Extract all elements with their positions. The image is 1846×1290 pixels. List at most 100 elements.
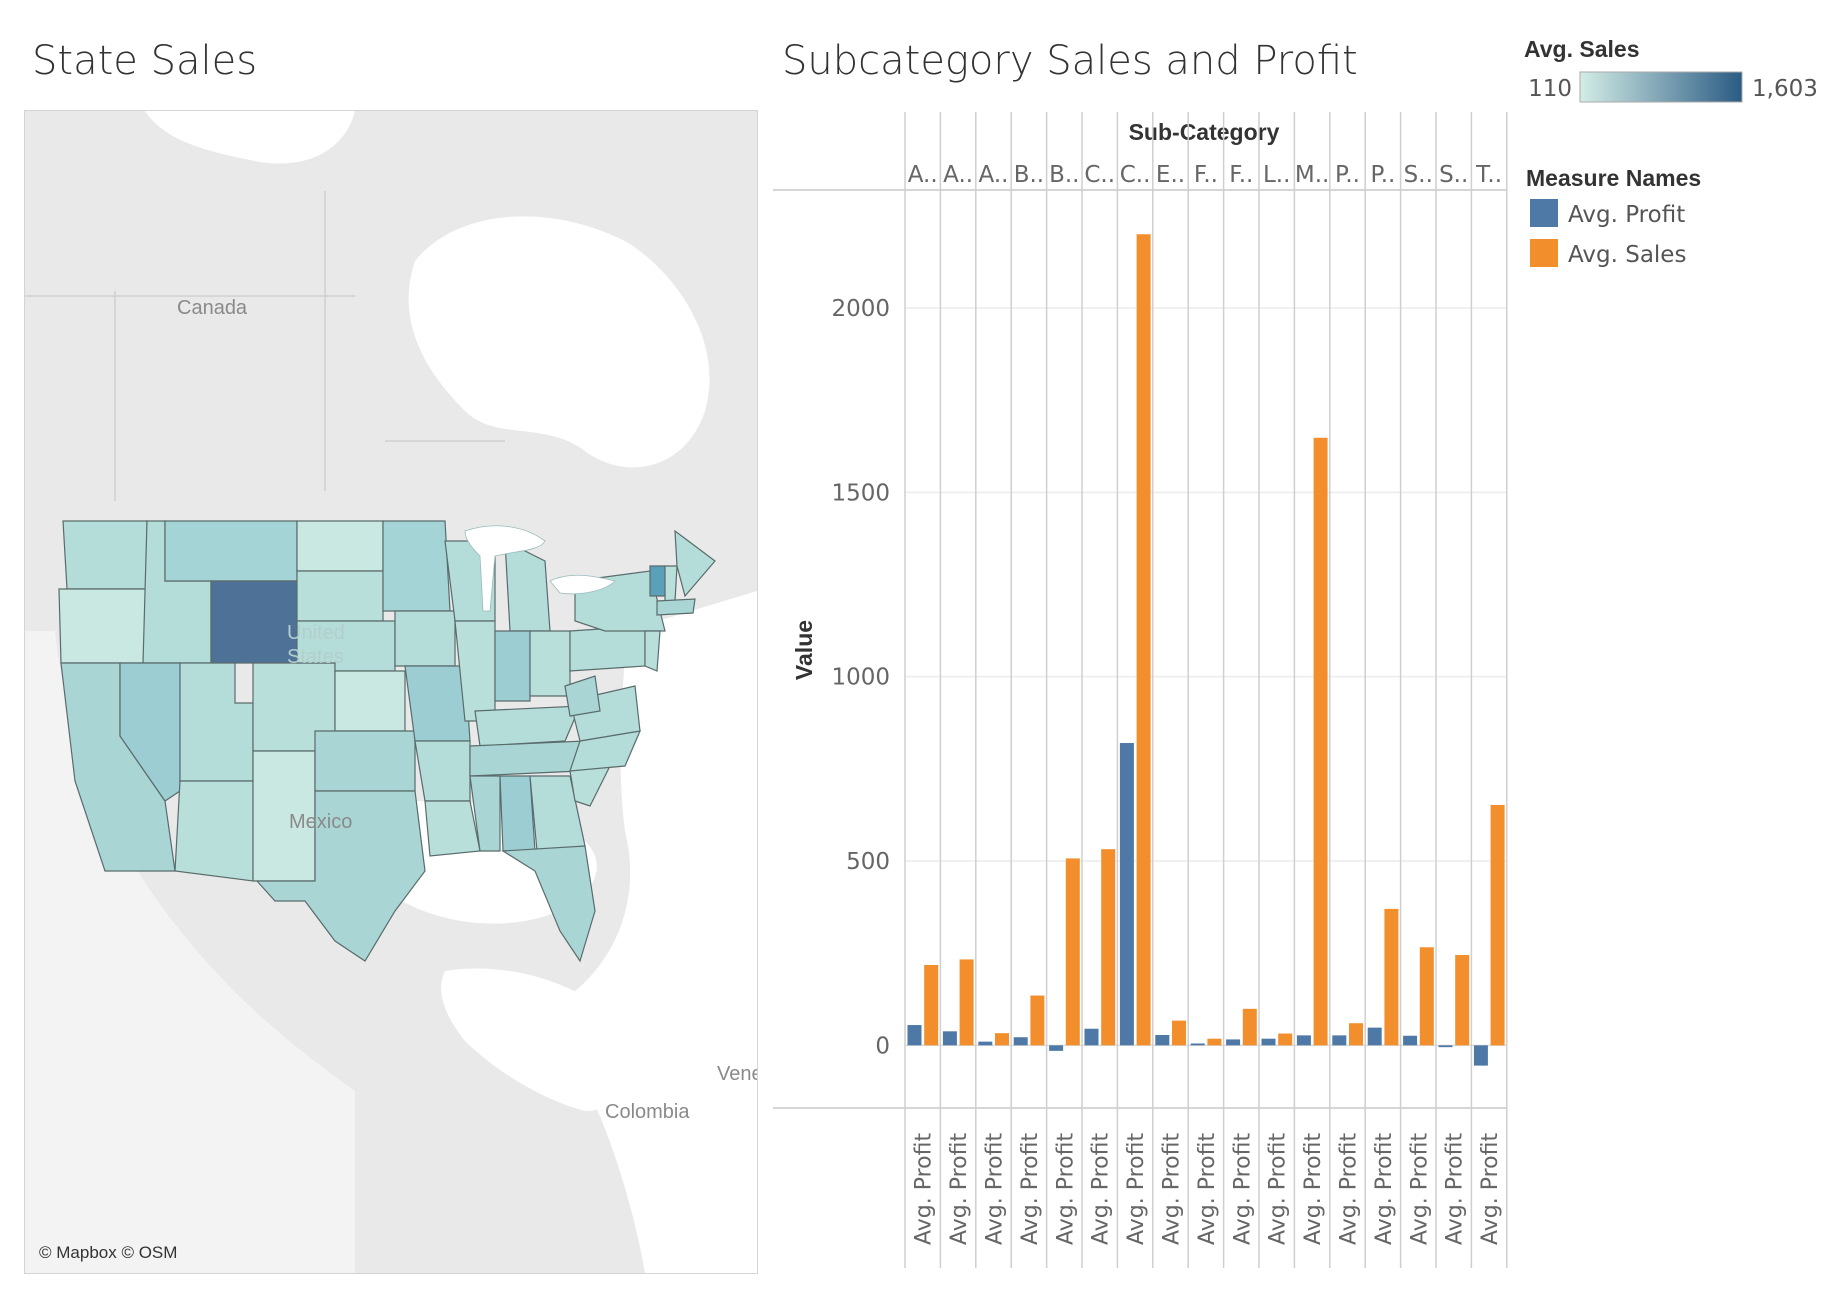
- bar-avg-sales[interactable]: [1278, 1033, 1293, 1046]
- bar-avg-profit[interactable]: [1403, 1035, 1418, 1046]
- grid-layer: [905, 307, 1507, 1047]
- bottom-axis-label: Avg. Profit: [1337, 1133, 1362, 1245]
- map-canvas: [25, 111, 757, 1273]
- bar-avg-sales[interactable]: [1349, 1023, 1363, 1046]
- color-legend-gradient[interactable]: [1579, 71, 1743, 103]
- label-canada: Canada: [177, 297, 248, 319]
- bottom-axis-label: Avg. Profit: [1301, 1133, 1326, 1245]
- bar-avg-sales[interactable]: [959, 959, 974, 1046]
- category-label[interactable]: B..: [1014, 162, 1044, 188]
- category-label[interactable]: M..: [1295, 162, 1329, 188]
- bar-avg-profit[interactable]: [1438, 1045, 1453, 1048]
- state-nv: [119, 662, 181, 802]
- state-tx: [255, 790, 426, 962]
- y-tick-label: 500: [846, 849, 890, 875]
- color-legend-title: Avg. Sales: [1524, 36, 1639, 62]
- category-label[interactable]: S..: [1404, 162, 1433, 188]
- label-venezuela: Venez: [717, 1063, 757, 1085]
- bottom-axis-label: Avg. Profit: [1443, 1133, 1468, 1245]
- category-label[interactable]: P..: [1370, 162, 1395, 188]
- bar-avg-profit[interactable]: [978, 1041, 993, 1046]
- category-label[interactable]: C..: [1120, 162, 1151, 188]
- bottom-axis-label: Avg. Profit: [1372, 1133, 1397, 1245]
- state-me: [674, 529, 716, 598]
- measure-legend-title: Measure Names: [1526, 165, 1701, 191]
- category-label[interactable]: A..: [908, 162, 938, 188]
- bar-avg-profit[interactable]: [1367, 1027, 1382, 1046]
- hudson-bay-water: [408, 216, 710, 468]
- y-tick-label: 2000: [831, 296, 890, 322]
- bar-avg-sales[interactable]: [1065, 858, 1080, 1046]
- category-label[interactable]: S..: [1439, 162, 1468, 188]
- bar-avg-sales[interactable]: [1384, 908, 1399, 1046]
- state-ky: [474, 705, 581, 747]
- bar-avg-sales[interactable]: [1490, 804, 1505, 1046]
- bottom-axis-label: Avg. Profit: [1195, 1133, 1220, 1245]
- bar-avg-profit[interactable]: [942, 1031, 957, 1046]
- category-label[interactable]: F..: [1229, 162, 1253, 188]
- bar-avg-sales[interactable]: [1419, 947, 1434, 1046]
- bar-avg-sales[interactable]: [1030, 995, 1045, 1046]
- bars: [907, 234, 1505, 1066]
- bottom-axis-label: Avg. Profit: [1160, 1133, 1185, 1245]
- category-label[interactable]: T..: [1475, 162, 1502, 188]
- chart-title: Subcategory Sales and Profit: [782, 38, 1358, 84]
- color-legend-max: 1,603: [1752, 76, 1818, 102]
- bottom-axis-label: Avg. Profit: [983, 1133, 1008, 1245]
- column-header-title: Sub-Category: [1129, 119, 1280, 145]
- map-title: State Sales: [32, 38, 258, 84]
- canada-borders: [25, 191, 505, 501]
- category-label[interactable]: L..: [1263, 162, 1290, 188]
- bar-avg-sales[interactable]: [1313, 437, 1328, 1046]
- bar-avg-sales[interactable]: [1101, 849, 1116, 1046]
- great-lakes: [464, 525, 616, 612]
- legend-label-sales[interactable]: Avg. Sales: [1568, 242, 1686, 268]
- bottom-axis-label: Avg. Profit: [947, 1133, 972, 1245]
- state-sales-map[interactable]: Canada United States Mexico Venez Colomb…: [24, 110, 758, 1274]
- category-label[interactable]: F..: [1194, 162, 1218, 188]
- category-label[interactable]: B..: [1049, 162, 1079, 188]
- bar-avg-profit[interactable]: [907, 1025, 922, 1046]
- category-label[interactable]: A..: [943, 162, 973, 188]
- bottom-axis-label: Avg. Profit: [1230, 1133, 1255, 1245]
- bar-avg-profit[interactable]: [1013, 1037, 1028, 1046]
- bar-avg-sales[interactable]: [1172, 1020, 1186, 1046]
- state-fl: [501, 845, 596, 963]
- bar-avg-sales[interactable]: [1455, 955, 1470, 1046]
- bar-avg-profit[interactable]: [1473, 1045, 1488, 1066]
- bottom-axis-label: Avg. Profit: [1089, 1133, 1114, 1245]
- bar-avg-profit[interactable]: [1119, 743, 1134, 1046]
- bar-avg-profit[interactable]: [1190, 1043, 1205, 1046]
- category-label[interactable]: P..: [1335, 162, 1360, 188]
- state-ms: [469, 775, 501, 852]
- category-label[interactable]: C..: [1084, 162, 1115, 188]
- bar-avg-profit[interactable]: [1261, 1038, 1276, 1046]
- bar-avg-sales[interactable]: [1242, 1008, 1257, 1046]
- legend-label-profit[interactable]: Avg. Profit: [1568, 202, 1685, 228]
- legend-swatch-sales[interactable]: [1530, 239, 1558, 267]
- map-attribution: © Mapbox © OSM: [39, 1243, 178, 1262]
- bar-avg-sales[interactable]: [995, 1033, 1009, 1046]
- bar-avg-profit[interactable]: [1049, 1045, 1064, 1051]
- bar-avg-profit[interactable]: [1084, 1028, 1099, 1046]
- category-label[interactable]: E..: [1156, 162, 1185, 188]
- bar-avg-profit[interactable]: [1155, 1035, 1170, 1046]
- y-tick-label: 0: [875, 1033, 890, 1059]
- y-tick-label: 1500: [831, 480, 890, 506]
- bar-avg-sales[interactable]: [1136, 234, 1151, 1046]
- bottom-axis-label: Avg. Profit: [912, 1133, 937, 1245]
- state-nj: [644, 630, 661, 672]
- bottom-axis-label: Avg. Profit: [1407, 1133, 1432, 1245]
- state-in: [494, 630, 531, 702]
- state-ma: [656, 598, 696, 616]
- legend-swatch-profit[interactable]: [1530, 199, 1558, 227]
- bar-avg-profit[interactable]: [1226, 1039, 1241, 1046]
- bar-avg-sales[interactable]: [1207, 1038, 1222, 1046]
- bar-avg-profit[interactable]: [1332, 1035, 1347, 1046]
- category-label[interactable]: A..: [979, 162, 1009, 188]
- bottom-axis-label: Avg. Profit: [1124, 1133, 1149, 1245]
- state-wv: [564, 675, 601, 717]
- label-colombia: Colombia: [605, 1101, 690, 1123]
- bar-avg-sales[interactable]: [924, 964, 939, 1046]
- bar-avg-profit[interactable]: [1296, 1035, 1311, 1046]
